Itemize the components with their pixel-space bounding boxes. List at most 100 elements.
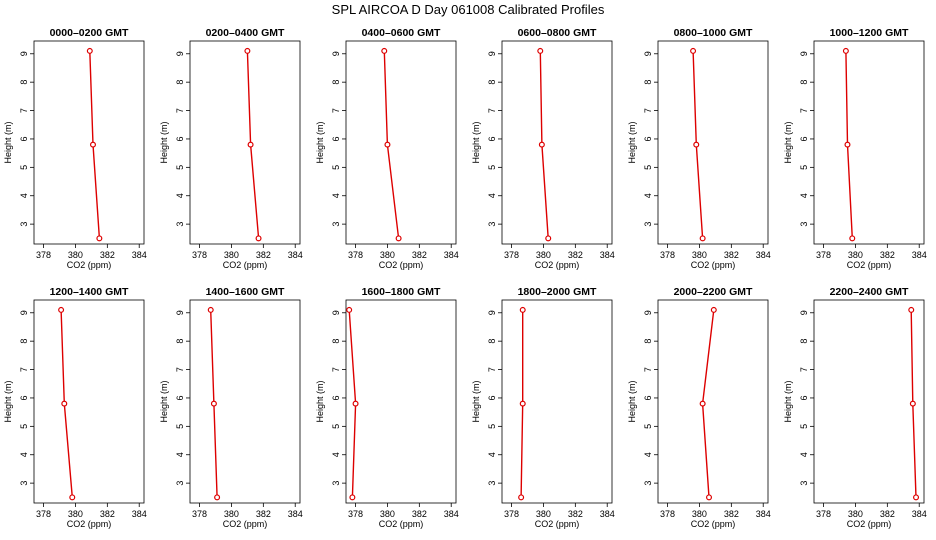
y-tick-label: 4: [331, 193, 341, 198]
data-point: [61, 400, 68, 407]
y-tick-label: 8: [175, 339, 185, 344]
x-tick-label: 380: [380, 509, 395, 519]
x-tick-label: 380: [692, 250, 707, 260]
data-point: [690, 47, 697, 54]
plot-frame: [657, 299, 769, 504]
data-point: [69, 494, 76, 501]
data-point: [247, 141, 254, 148]
x-tick-label: 384: [600, 250, 615, 260]
y-tick-label: 5: [643, 165, 653, 170]
panel-9: 1800–2000 GMT 378 380 382 384 3 4 5 6 7 8 9 CO2 (ppm…: [471, 286, 615, 529]
x-tick-label: 384: [132, 509, 147, 519]
y-tick-label: 6: [331, 136, 341, 141]
x-tick-label: 378: [660, 250, 675, 260]
panel-title: 0600–0800 GMT: [518, 27, 597, 39]
panel-0: 0000–0200 GMT 378 380 382 384 3 4 5 6 7 8 9 CO2 (ppm…: [3, 27, 147, 270]
x-axis-label: CO2 (ppm): [847, 519, 892, 529]
x-tick-label: 382: [412, 250, 427, 260]
data-point: [207, 306, 214, 313]
x-tick-label: 378: [816, 509, 831, 519]
x-tick-label: 384: [444, 509, 459, 519]
data-point: [710, 306, 717, 313]
y-tick-label: 9: [331, 310, 341, 315]
panel-title: 2000–2200 GMT: [674, 286, 753, 298]
x-tick-label: 380: [224, 509, 239, 519]
x-tick-label: 384: [132, 250, 147, 260]
plot-frame: [501, 299, 613, 504]
y-tick-label: 8: [19, 339, 29, 344]
y-tick-label: 3: [175, 481, 185, 486]
data-point: [210, 400, 217, 407]
y-tick-label: 7: [19, 367, 29, 372]
x-tick-label: 380: [380, 250, 395, 260]
y-tick-label: 5: [799, 165, 809, 170]
x-tick-label: 384: [912, 250, 927, 260]
y-tick-label: 9: [799, 310, 809, 315]
x-tick-label: 382: [100, 250, 115, 260]
y-tick-label: 3: [643, 222, 653, 227]
y-tick-label: 3: [487, 481, 497, 486]
y-tick-label: 8: [175, 80, 185, 85]
y-tick-label: 6: [799, 136, 809, 141]
data-point: [244, 47, 251, 54]
x-tick-label: 378: [36, 250, 51, 260]
x-tick-label: 380: [68, 250, 83, 260]
y-axis-label: Height (m): [471, 121, 481, 163]
y-axis-label: Height (m): [315, 380, 325, 422]
x-axis-label: CO2 (ppm): [67, 519, 112, 529]
y-axis-label: Height (m): [783, 121, 793, 163]
data-point: [699, 235, 706, 242]
y-tick-label: 9: [487, 51, 497, 56]
y-tick-label: 6: [19, 136, 29, 141]
y-axis-label: Height (m): [471, 380, 481, 422]
x-tick-label: 380: [224, 250, 239, 260]
data-point: [384, 141, 391, 148]
x-tick-label: 382: [256, 250, 271, 260]
data-point: [352, 400, 359, 407]
y-tick-label: 3: [487, 222, 497, 227]
x-axis-label: CO2 (ppm): [847, 260, 892, 270]
x-tick-label: 382: [412, 509, 427, 519]
y-tick-label: 5: [175, 165, 185, 170]
x-tick-label: 378: [36, 509, 51, 519]
x-axis-label: CO2 (ppm): [691, 519, 736, 529]
y-tick-label: 5: [643, 424, 653, 429]
y-tick-label: 3: [643, 481, 653, 486]
plot-frame: [189, 40, 301, 245]
plot-frame: [33, 299, 145, 504]
x-tick-label: 384: [444, 250, 459, 260]
y-tick-label: 4: [643, 452, 653, 457]
plot-frame: [345, 299, 457, 504]
x-tick-label: 378: [192, 250, 207, 260]
data-point: [908, 306, 915, 313]
x-tick-label: 384: [288, 509, 303, 519]
y-tick-label: 4: [487, 452, 497, 457]
y-tick-label: 9: [175, 310, 185, 315]
x-tick-label: 382: [880, 250, 895, 260]
y-tick-label: 7: [331, 367, 341, 372]
y-tick-label: 6: [487, 395, 497, 400]
panel-title: 1200–1400 GMT: [50, 286, 129, 298]
y-axis-label: Height (m): [627, 121, 637, 163]
panel-8: 1600–1800 GMT 378 380 382 384 3 4 5 6 7 8 9 CO2 (ppm…: [315, 286, 459, 529]
y-tick-label: 4: [175, 452, 185, 457]
y-tick-label: 9: [643, 310, 653, 315]
data-point: [58, 306, 65, 313]
y-tick-label: 3: [799, 481, 809, 486]
x-tick-label: 384: [756, 509, 771, 519]
y-tick-label: 7: [643, 367, 653, 372]
panel-11: 2200–2400 GMT 378 380 382 384 3 4 5 6 7 8 9 CO2 (ppm…: [783, 286, 927, 529]
y-tick-label: 3: [799, 222, 809, 227]
y-tick-label: 7: [487, 108, 497, 113]
y-tick-label: 5: [487, 165, 497, 170]
y-tick-label: 6: [19, 395, 29, 400]
x-tick-label: 384: [912, 509, 927, 519]
y-axis-label: Height (m): [159, 380, 169, 422]
x-tick-label: 382: [256, 509, 271, 519]
y-tick-label: 7: [799, 108, 809, 113]
y-tick-label: 7: [175, 108, 185, 113]
y-tick-label: 5: [175, 424, 185, 429]
data-point: [545, 235, 552, 242]
x-axis-label: CO2 (ppm): [379, 260, 424, 270]
data-point: [699, 400, 706, 407]
